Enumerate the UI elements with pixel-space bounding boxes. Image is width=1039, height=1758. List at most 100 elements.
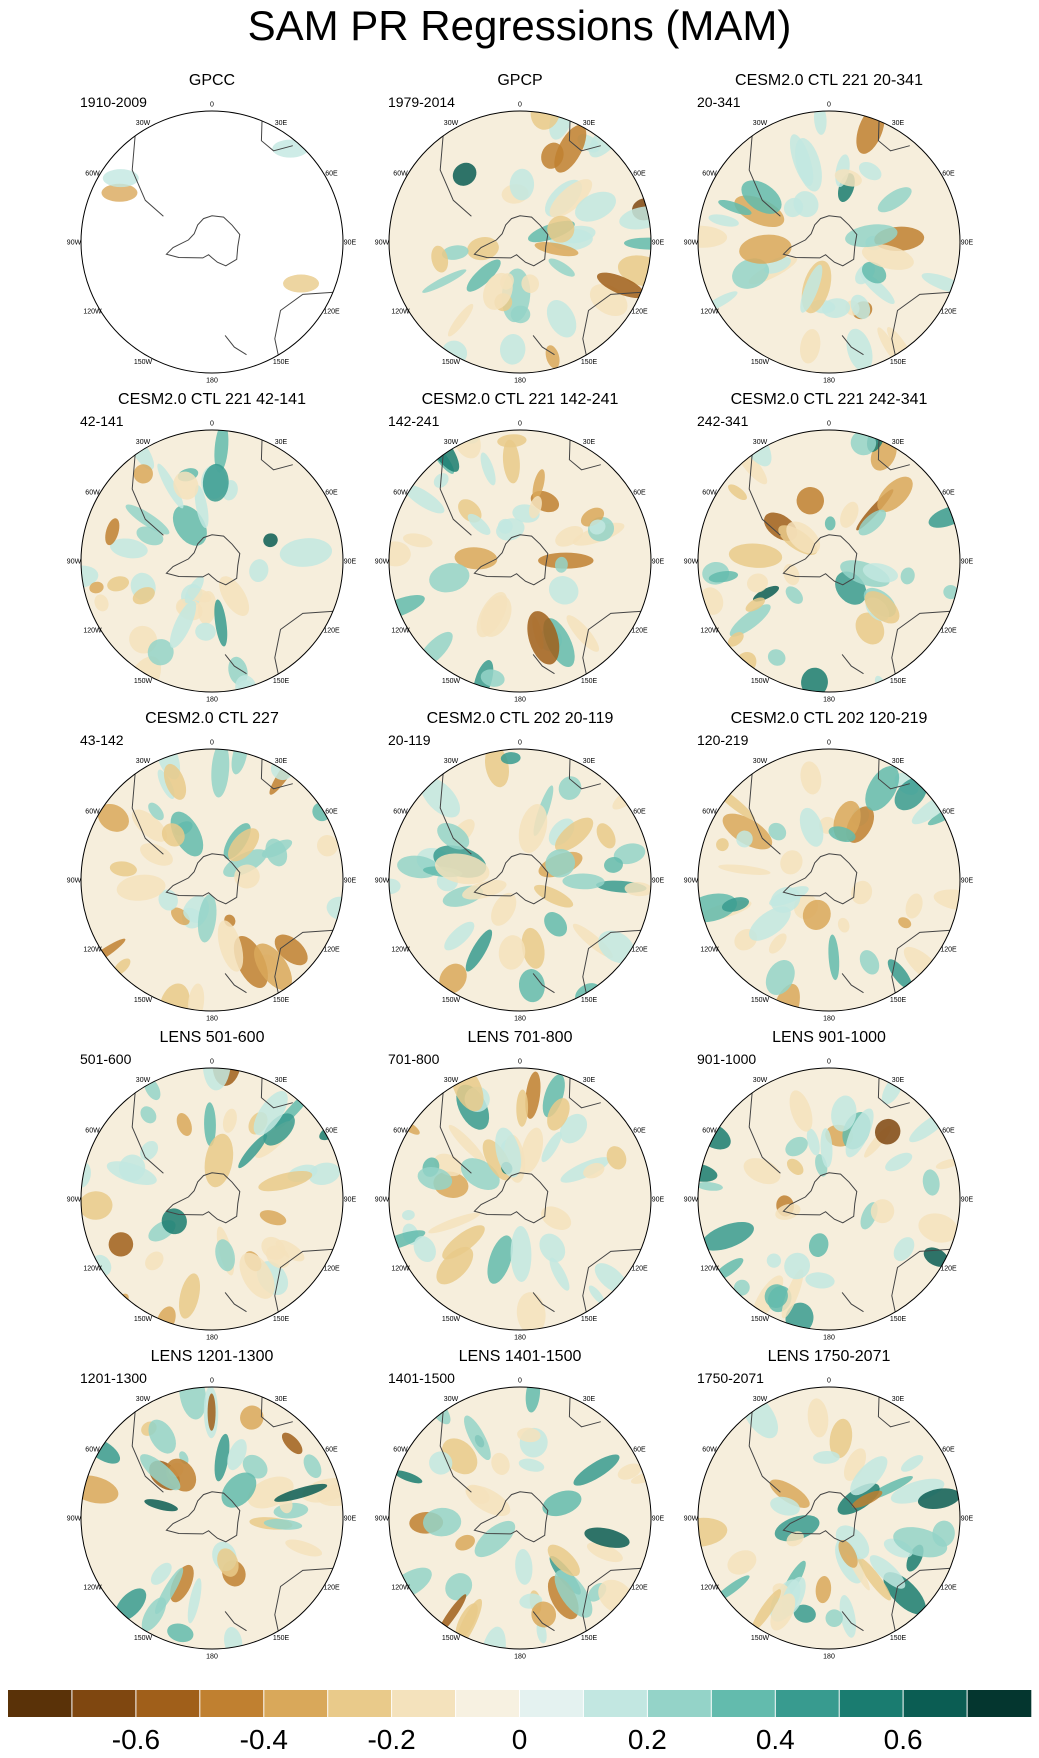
anomaly-contour [808,1233,829,1257]
anomaly-contour [562,873,605,890]
anomaly-contour [389,878,401,895]
longitude-label: 150W [134,678,153,685]
anomaly-contour [109,861,137,877]
anomaly-contour [542,1074,565,1118]
anomaly-contour [729,604,771,637]
anomaly-contour [917,1488,960,1510]
africa-coastline [877,118,910,152]
anomaly-contour [785,1136,808,1157]
longitude-label: 30E [583,439,596,446]
longitude-label: 180 [206,378,218,385]
longitude-label: 120W [700,309,719,316]
longitude-label: 30E [275,758,288,765]
regression-field [698,761,960,1011]
longitude-label: 150E [273,1635,290,1642]
anomaly-contour [219,576,250,617]
anomaly-contour [178,1273,201,1319]
anomaly-contour [466,259,501,292]
antarctica-coastline [165,534,241,586]
longitude-label: 90W [375,240,390,247]
anomaly-contour [850,294,871,320]
regression-field [81,1387,343,1649]
antarctica-coastline [165,1491,241,1543]
longitude-label: 30W [136,439,151,446]
anomaly-contour [140,843,173,866]
longitude-label: 60W [702,809,717,816]
anomaly-contour [890,1478,945,1504]
anomaly-contour [859,950,880,975]
anomaly-contour [554,1570,593,1618]
anomaly-contour [573,1454,620,1486]
anomaly-contour [521,927,545,969]
anomaly-contour [510,305,531,324]
anomaly-contour [780,850,803,875]
longitude-label: 30W [753,758,768,765]
anomaly-contour [805,1272,835,1289]
africa-coastline [877,1075,910,1109]
antarctica-coastline [782,853,858,905]
panel-period: 1750-2071 [697,1370,764,1386]
antarctica-coastline [782,1172,858,1224]
longitude-label: 30W [136,1077,151,1084]
regression-field [698,1393,960,1638]
anomaly-contour [437,1594,467,1635]
anomaly-contour [736,830,753,848]
anomaly-contour [187,983,205,1011]
anomaly-contour [402,1209,415,1221]
anomaly-contour [423,1507,462,1537]
longitude-label: 60E [942,1447,955,1454]
anomaly-contour [544,912,568,937]
longitude-label: 60E [942,809,955,816]
anomaly-contour [187,1578,202,1624]
longitude-label: 120E [940,628,957,635]
anomaly-contour [837,917,850,933]
anomaly-contour [741,180,782,214]
anomaly-contour [238,1134,268,1169]
longitude-label: 180 [206,1335,218,1342]
anomaly-contour [214,1433,230,1482]
panel-title: LENS 501-600 [160,1029,265,1046]
anomaly-contour [617,1463,642,1480]
panel-period: 42-141 [80,413,124,429]
africa-coastline [877,1394,910,1428]
panel-period: 901-1000 [697,1051,756,1067]
longitude-label: 60E [942,1128,955,1135]
anomaly-contour [861,261,887,284]
colorbar-bin [199,1690,264,1717]
longitude-label: 150W [134,997,153,1004]
antarctica-coastline [473,215,549,267]
anomaly-contour [768,933,787,954]
anomaly-contour [554,556,568,573]
anomaly-contour [865,765,900,811]
longitude-label: 90E [652,559,665,566]
anomaly-contour [431,245,449,273]
anomaly-contour [231,749,248,775]
longitude-label: 60W [393,1128,408,1135]
anomaly-contour [413,1235,436,1263]
colorbar-tick-label: 0 [512,1724,528,1755]
anomaly-contour [500,752,521,765]
longitude-label: 60E [633,171,646,178]
anomaly-contour [698,1162,718,1182]
anomaly-contour [825,1609,843,1627]
longitude-label: 90E [961,1197,974,1204]
longitude-label: 90W [684,1197,699,1204]
colorbar-bin [647,1690,712,1717]
antarctica-coastline [473,1172,549,1224]
anomaly-contour [394,1470,423,1484]
anomaly-contour [617,255,651,287]
anomaly-contour [441,245,469,260]
longitude-label: 30E [583,758,596,765]
longitude-label: 30W [444,1396,459,1403]
longitude-label: 0 [827,102,831,109]
anomaly-contour [767,649,786,666]
longitude-label: 30E [583,1396,596,1403]
anomaly-contour [534,884,574,908]
longitude-label: 90W [375,559,390,566]
antarctica-coastline [473,1491,549,1543]
anomaly-contour [509,168,535,201]
antarctica-coastline [165,1172,241,1224]
longitude-label: 90W [375,1197,390,1204]
anomaly-contour [829,1418,853,1459]
longitude-label: 30E [275,1077,288,1084]
